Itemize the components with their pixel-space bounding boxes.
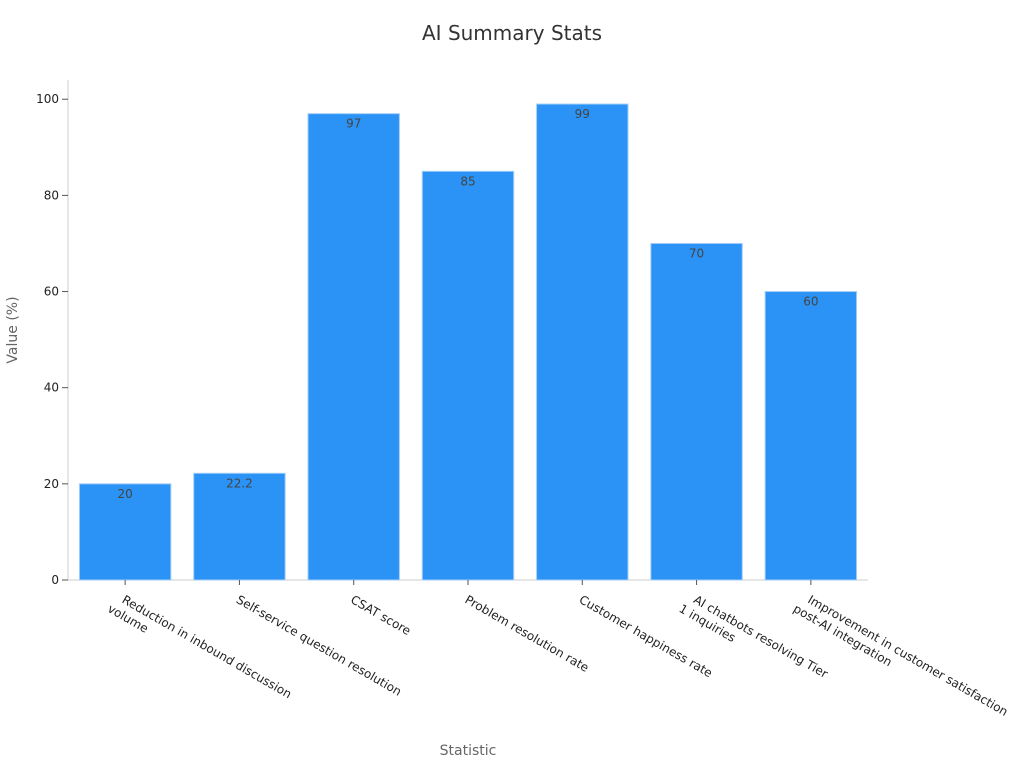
- data-label: 20: [118, 487, 133, 501]
- bar: [193, 472, 286, 581]
- data-label: 22.2: [226, 476, 253, 490]
- y-tick-label: 80: [44, 188, 59, 202]
- x-axis-title: Statistic: [440, 743, 497, 759]
- x-tick-label: Problem resolution rate: [463, 592, 592, 674]
- y-axis-ticks: 0 20 40 60 80 100: [36, 92, 68, 587]
- x-tick-label-line: CSAT score: [348, 592, 413, 638]
- data-label: 60: [803, 295, 818, 309]
- data-label: 99: [575, 107, 590, 121]
- data-label: 97: [346, 117, 361, 131]
- chart-title: AI Summary Stats: [422, 21, 602, 45]
- bar: [650, 242, 743, 581]
- x-tick-label: CSAT score: [348, 592, 413, 638]
- bar: [421, 170, 515, 581]
- data-label: 70: [689, 246, 704, 260]
- bars-group: [78, 103, 858, 581]
- y-tick-label: 40: [44, 381, 59, 395]
- bar: [78, 483, 172, 581]
- x-axis-ticks: Reduction in inbound discussionvolume Sel…: [105, 580, 1010, 731]
- data-label: 85: [460, 174, 475, 188]
- bar: [307, 113, 400, 581]
- x-tick-label-line: Problem resolution rate: [463, 592, 592, 674]
- data-labels-group: 20 22.2 97 85 99 70 60: [118, 107, 819, 501]
- y-tick-label: 20: [44, 477, 59, 491]
- x-tick-label-line: Improvement in customer satisfaction: [805, 592, 1010, 718]
- bar: [536, 103, 629, 581]
- bar: [764, 291, 858, 581]
- y-tick-label: 100: [36, 92, 59, 106]
- x-tick-label: Improvement in customer satisfactionpost…: [791, 588, 1010, 731]
- y-axis-title: Value (%): [5, 296, 21, 363]
- y-tick-label: 60: [44, 285, 59, 299]
- y-tick-label: 0: [51, 573, 59, 587]
